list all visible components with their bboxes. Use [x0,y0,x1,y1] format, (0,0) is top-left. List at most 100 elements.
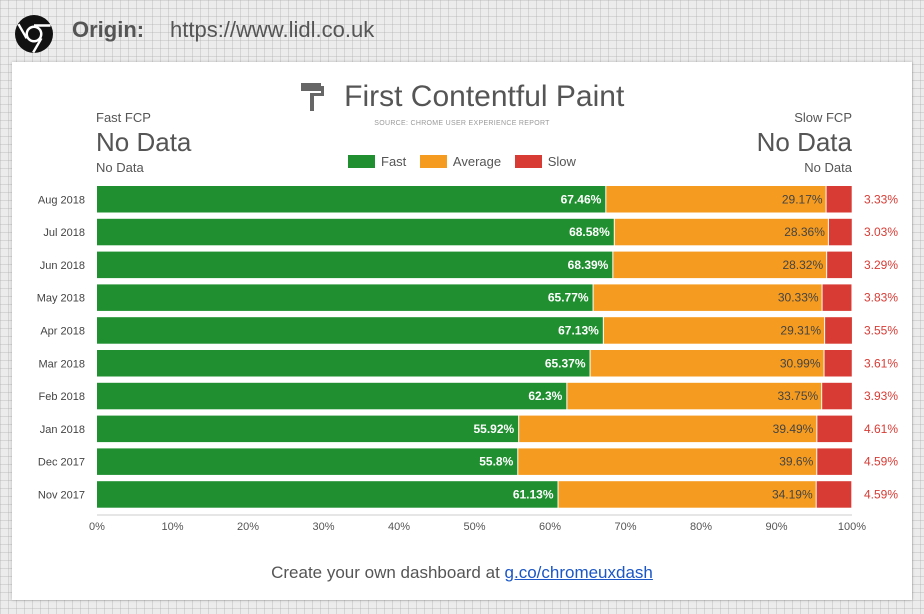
data-label-average-jul-2018: 28.36% [784,225,825,239]
bar-average-dec-2017 [518,448,817,475]
data-label-fast-nov-2017: 61.13% [513,487,554,501]
chart-legend: Fast Average Slow [348,154,586,171]
data-label-average-may-2018: 30.33% [778,291,819,305]
fast-fcp-stat: Fast FCP No Data No Data [96,110,191,175]
data-label-slow-jan-2018: 4.61% [864,422,898,436]
data-label-slow-jul-2018: 3.03% [864,225,898,239]
category-label-apr-2018: Apr 2018 [40,325,85,337]
chart-title: First Contentful Paint [344,80,625,113]
slow-fcp-value: No Data [756,127,852,157]
x-tick-label-7: 70% [614,521,636,533]
category-label-dec-2017: Dec 2017 [38,457,85,469]
data-label-fast-feb-2018: 62.3% [528,389,562,403]
bar-slow-mar-2018 [824,350,852,377]
data-label-fast-mar-2018: 65.37% [545,356,586,370]
category-label-may-2018: May 2018 [37,293,85,305]
bar-average-apr-2018 [603,317,825,344]
legend-label-average: Average [452,154,502,169]
bar-average-jul-2018 [614,218,828,246]
dashboard-link[interactable]: g.co/chromeuxdash [504,563,653,582]
bar-slow-nov-2017 [816,481,852,508]
chart-source: SOURCE: CHROME USER EXPERIENCE REPORT [374,120,550,127]
origin-bar: Origin: https://www.lidl.co.uk [0,0,924,62]
data-label-slow-nov-2017: 4.59% [864,487,898,501]
bar-slow-may-2018 [822,284,852,311]
bar-fast-dec-2017 [97,448,518,475]
bar-fast-nov-2017 [97,481,558,508]
fast-fcp-label: Fast FCP [96,110,151,125]
bar-average-aug-2018 [606,186,826,213]
x-tick-label-5: 50% [463,521,485,533]
data-label-average-dec-2017: 39.6% [779,455,813,469]
data-label-slow-mar-2018: 3.61% [864,356,898,370]
data-label-average-nov-2017: 34.19% [772,487,813,501]
data-label-fast-jan-2018: 55.92% [473,422,514,436]
bar-slow-apr-2018 [825,317,852,344]
chart-card: First Contentful Paint SOURCE: CHROME US… [12,62,912,600]
x-tick-label-1: 10% [161,521,183,533]
chrome-icon [15,15,53,54]
data-label-slow-dec-2017: 4.59% [864,455,898,469]
x-tick-label-0: 0% [89,521,105,533]
data-label-average-jun-2018: 28.32% [782,258,823,272]
legend-swatch-average [419,155,447,168]
data-label-fast-aug-2018: 67.46% [561,192,602,206]
bar-average-nov-2017 [558,481,816,508]
data-label-fast-jul-2018: 68.58% [569,225,610,239]
data-label-slow-feb-2018: 3.93% [864,389,898,403]
legend-label-fast: Fast [381,154,407,169]
category-label-jun-2018: Jun 2018 [40,260,85,272]
data-label-average-mar-2018: 30.99% [780,356,821,370]
x-tick-label-8: 80% [690,521,712,533]
x-tick-label-10: 100% [838,521,866,533]
bar-fast-feb-2018 [97,382,567,410]
bar-slow-feb-2018 [822,382,852,410]
x-tick-label-9: 90% [765,521,787,533]
footer-text: Create your own dashboard at [271,563,505,582]
bar-fast-aug-2018 [97,186,606,213]
data-label-fast-dec-2017: 55.8% [479,455,513,469]
category-label-aug-2018: Aug 2018 [38,194,85,206]
data-label-fast-may-2018: 65.77% [548,291,589,305]
bar-fast-may-2018 [97,284,593,311]
legend-label-slow: Slow [547,154,576,169]
bar-fast-jul-2018 [97,218,614,246]
data-label-average-feb-2018: 33.75% [777,389,818,403]
slow-fcp-stat: Slow FCP No Data No Data [757,110,852,175]
bar-slow-aug-2018 [826,186,852,213]
bar-fast-jan-2018 [97,415,519,443]
x-tick-label-2: 20% [237,521,259,533]
legend-swatch-fast [348,155,375,168]
data-label-slow-may-2018: 3.83% [864,291,898,305]
fast-fcp-value: No Data [96,127,192,157]
bar-slow-dec-2017 [817,448,852,475]
slow-fcp-sub: No Data [804,160,852,175]
bar-average-mar-2018 [590,350,824,377]
legend-item-average: Average [419,154,502,169]
footer: Create your own dashboard at g.co/chrome… [12,563,912,583]
stacked-bar-chart: Aug 2018 67.46% 29.17% 3.33% Jul 2018 68.58% 2… [37,186,898,533]
data-label-slow-aug-2018: 3.33% [864,192,898,206]
bar-average-jun-2018 [613,251,827,279]
bar-average-may-2018 [593,284,822,311]
legend-item-slow: Slow [514,154,576,169]
category-label-jan-2018: Jan 2018 [40,424,85,436]
paint-roller-icon [300,83,324,111]
origin-label: Origin: [72,17,145,42]
x-tick-label-4: 40% [388,521,410,533]
fast-fcp-sub: No Data [96,160,144,175]
category-label-feb-2018: Feb 2018 [39,391,85,403]
x-tick-label-6: 60% [539,521,561,533]
x-tick-label-3: 30% [312,521,334,533]
category-label-mar-2018: Mar 2018 [39,358,85,370]
bar-fast-apr-2018 [97,317,603,344]
legend-item-fast: Fast [348,154,406,169]
bar-fast-mar-2018 [97,350,590,377]
bar-fast-jun-2018 [97,251,613,279]
bar-slow-jul-2018 [828,218,852,246]
title-row: First Contentful Paint [12,80,912,114]
data-label-slow-jun-2018: 3.29% [864,258,898,272]
bar-slow-jun-2018 [827,251,852,279]
category-label-nov-2017: Nov 2017 [38,489,85,501]
data-label-slow-apr-2018: 3.55% [864,323,898,337]
